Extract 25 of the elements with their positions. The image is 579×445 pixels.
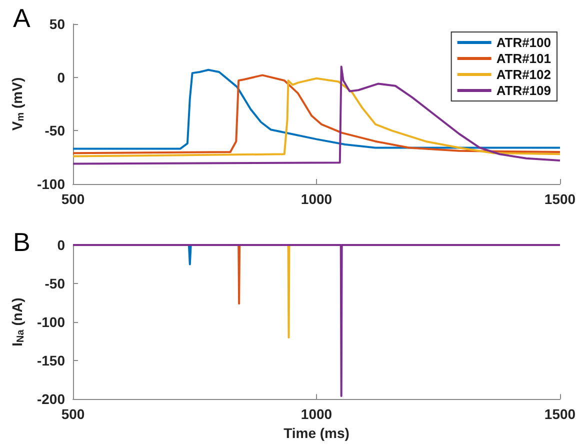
y-tick-label: 50 (49, 16, 66, 32)
x-tick-label: 500 (61, 406, 85, 422)
x-tick-label: 1500 (544, 191, 576, 207)
x-tick-label: 1000 (300, 406, 332, 422)
y-tick-label: -200 (36, 391, 66, 408)
y-axis-title: Vm (mV) (9, 77, 27, 131)
y-axis-title: INa (nA) (9, 298, 27, 346)
y-tick-label: -100 (36, 176, 66, 192)
y-tick-label: -50 (44, 122, 66, 139)
line-series (72, 66, 561, 165)
legend-label: ATR#102 (496, 67, 552, 82)
chart-title: B (13, 227, 30, 257)
chart-title: A (13, 3, 31, 33)
y-tick-label: -150 (36, 352, 66, 369)
legend-label: ATR#109 (496, 83, 552, 98)
legend-label: ATR#100 (496, 35, 552, 50)
x-axis-title: Time (ms) (284, 425, 350, 441)
x-tick-label: 1000 (300, 191, 332, 207)
legend-label: ATR#101 (496, 51, 552, 66)
y-tick-label: -50 (44, 276, 66, 292)
y-tick-label: 0 (57, 237, 66, 253)
x-tick-label: 1500 (544, 406, 576, 422)
x-tick-label: 500 (61, 191, 85, 207)
y-tick-label: 0 (57, 69, 66, 86)
y-tick-label: -100 (36, 314, 66, 330)
